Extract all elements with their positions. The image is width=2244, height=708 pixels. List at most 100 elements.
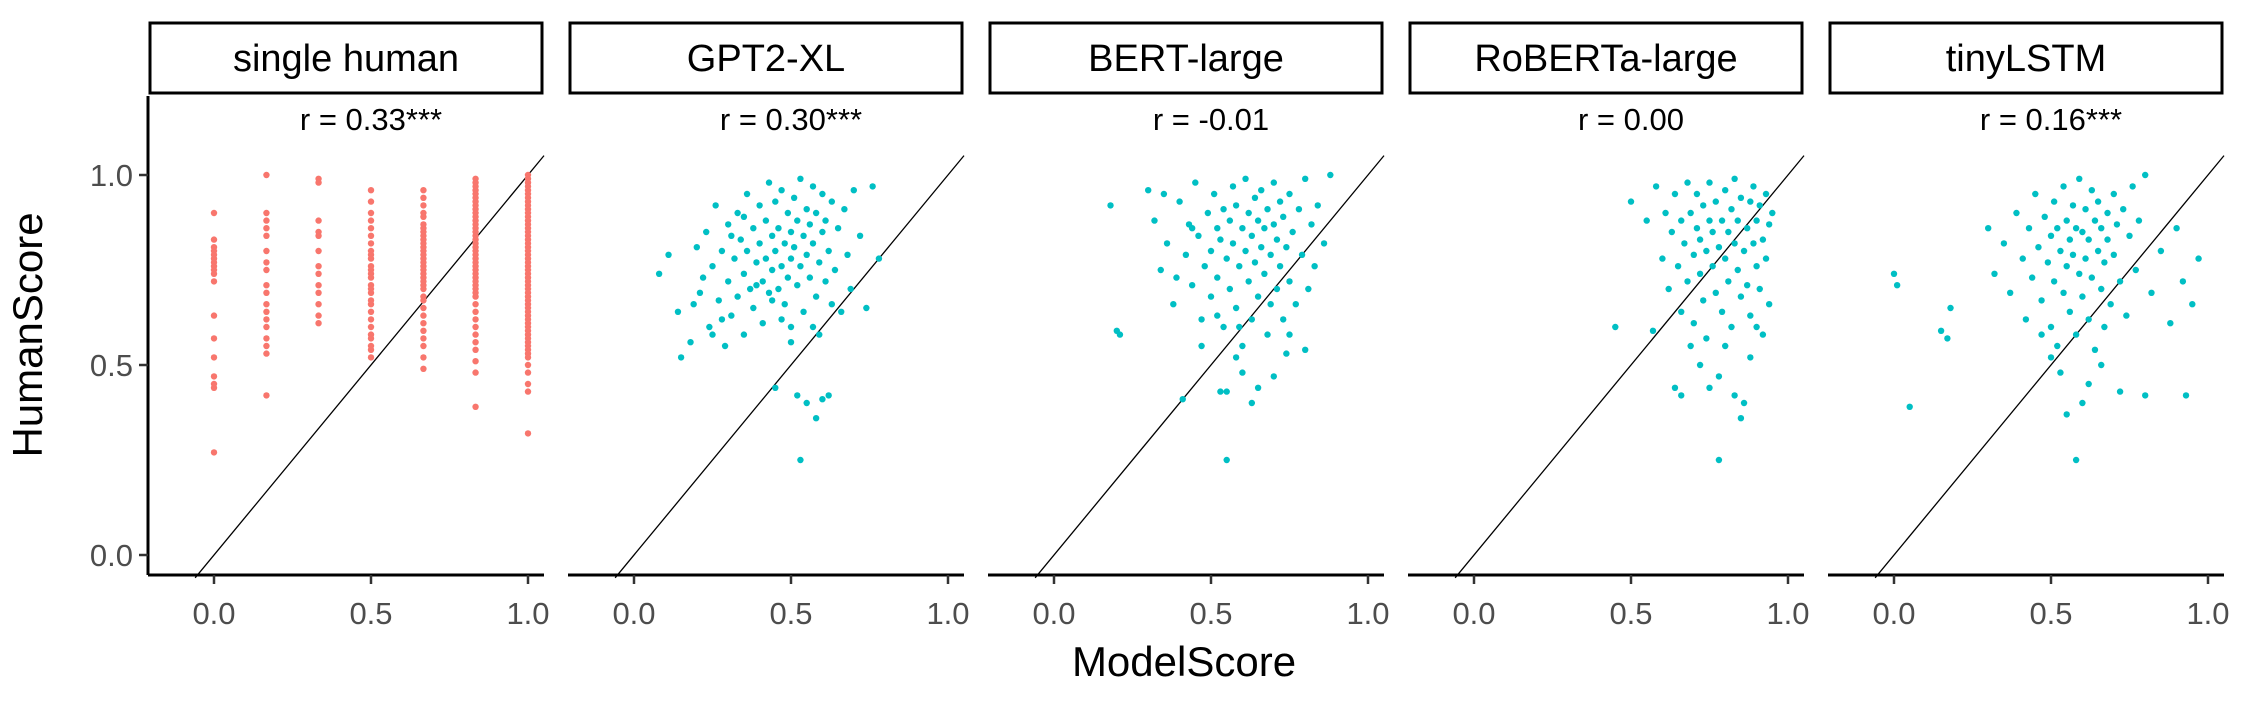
data-point: [263, 217, 270, 224]
data-point: [803, 251, 810, 258]
data-point: [1251, 194, 1259, 201]
data-point: [2069, 202, 2077, 209]
data-point: [1703, 335, 1710, 342]
data-point: [1163, 240, 1171, 247]
data-point: [2072, 225, 2080, 232]
reference-line: [1454, 155, 1805, 579]
data-point: [775, 285, 782, 293]
data-point: [831, 266, 839, 274]
data-point: [2082, 206, 2089, 213]
data-point: [420, 354, 427, 361]
data-point: [1273, 236, 1281, 243]
y-tick-label: 0.5: [90, 348, 133, 383]
data-point: [2028, 274, 2036, 281]
data-point: [809, 183, 817, 190]
data-point: [787, 228, 795, 236]
x-tick-label: 0.0: [1452, 596, 1495, 631]
data-point: [1684, 278, 1691, 285]
x-tick-label: 0.0: [1872, 596, 1915, 631]
data-point: [756, 202, 763, 209]
data-point: [1232, 354, 1240, 361]
x-tick-label: 0.5: [2029, 596, 2072, 631]
data-point: [1643, 217, 1650, 224]
data-point: [1678, 308, 1685, 315]
data-point: [1687, 342, 1694, 350]
data-point: [812, 293, 820, 300]
data-point: [825, 247, 832, 255]
data-point: [1753, 263, 1760, 270]
data-point: [210, 384, 218, 391]
data-point: [1890, 270, 1898, 277]
data-point: [1286, 190, 1293, 198]
data-point: [781, 301, 788, 308]
data-point: [210, 278, 218, 285]
data-point: [1239, 369, 1246, 376]
data-point: [706, 323, 713, 331]
data-point: [472, 339, 479, 346]
data-point: [2091, 217, 2099, 224]
reference-line: [1874, 155, 2225, 579]
data-point: [367, 198, 375, 205]
data-point: [2057, 247, 2064, 255]
data-point: [472, 308, 479, 315]
data-point: [2116, 388, 2124, 395]
data-point: [263, 392, 270, 399]
data-point: [721, 342, 729, 350]
data-point: [825, 392, 832, 399]
data-point: [1743, 282, 1751, 289]
data-point: [778, 263, 785, 270]
data-point: [1737, 415, 1745, 422]
data-point: [2148, 289, 2155, 296]
data-point: [210, 373, 218, 380]
data-point: [2107, 301, 2114, 308]
data-point: [665, 251, 672, 258]
data-point: [812, 209, 820, 217]
data-point: [1734, 266, 1741, 274]
data-point: [1906, 403, 1913, 410]
x-tick-label: 1.0: [2186, 596, 2229, 631]
data-point: [210, 270, 218, 277]
data-point: [762, 255, 770, 262]
data-point: [1722, 255, 1729, 262]
data-point: [784, 274, 792, 281]
data-point: [367, 240, 375, 247]
data-point: [850, 187, 857, 194]
data-point: [819, 228, 826, 236]
data-point: [263, 247, 270, 255]
data-point: [263, 209, 270, 217]
data-point: [812, 415, 820, 422]
data-point: [847, 285, 854, 293]
data-point: [2101, 323, 2108, 331]
data-point: [1743, 225, 1751, 232]
data-point: [1226, 285, 1234, 293]
data-point: [2079, 293, 2086, 300]
data-point: [210, 209, 218, 217]
data-point: [778, 316, 785, 323]
data-point: [420, 342, 427, 350]
data-point: [1947, 304, 1954, 312]
data-point: [1204, 209, 1212, 217]
data-point: [524, 380, 532, 388]
data-point: [838, 308, 845, 315]
data-point: [1731, 392, 1738, 399]
data-point: [1725, 228, 1732, 236]
data-point: [756, 240, 763, 247]
x-axis-title: ModelScore: [1072, 638, 1296, 685]
data-point: [750, 304, 757, 312]
data-point: [787, 339, 795, 346]
data-point: [1893, 282, 1901, 289]
data-point: [1700, 297, 1707, 304]
data-point: [1229, 240, 1237, 247]
data-point: [1715, 373, 1723, 380]
data-point: [2054, 225, 2061, 232]
data-point: [715, 297, 722, 304]
data-point: [772, 247, 779, 255]
data-point: [718, 316, 726, 323]
data-point: [1192, 179, 1199, 186]
data-point: [1740, 247, 1748, 255]
data-point: [2091, 346, 2099, 353]
data-point: [263, 289, 270, 296]
data-point: [1298, 251, 1306, 258]
data-point: [1232, 202, 1240, 209]
